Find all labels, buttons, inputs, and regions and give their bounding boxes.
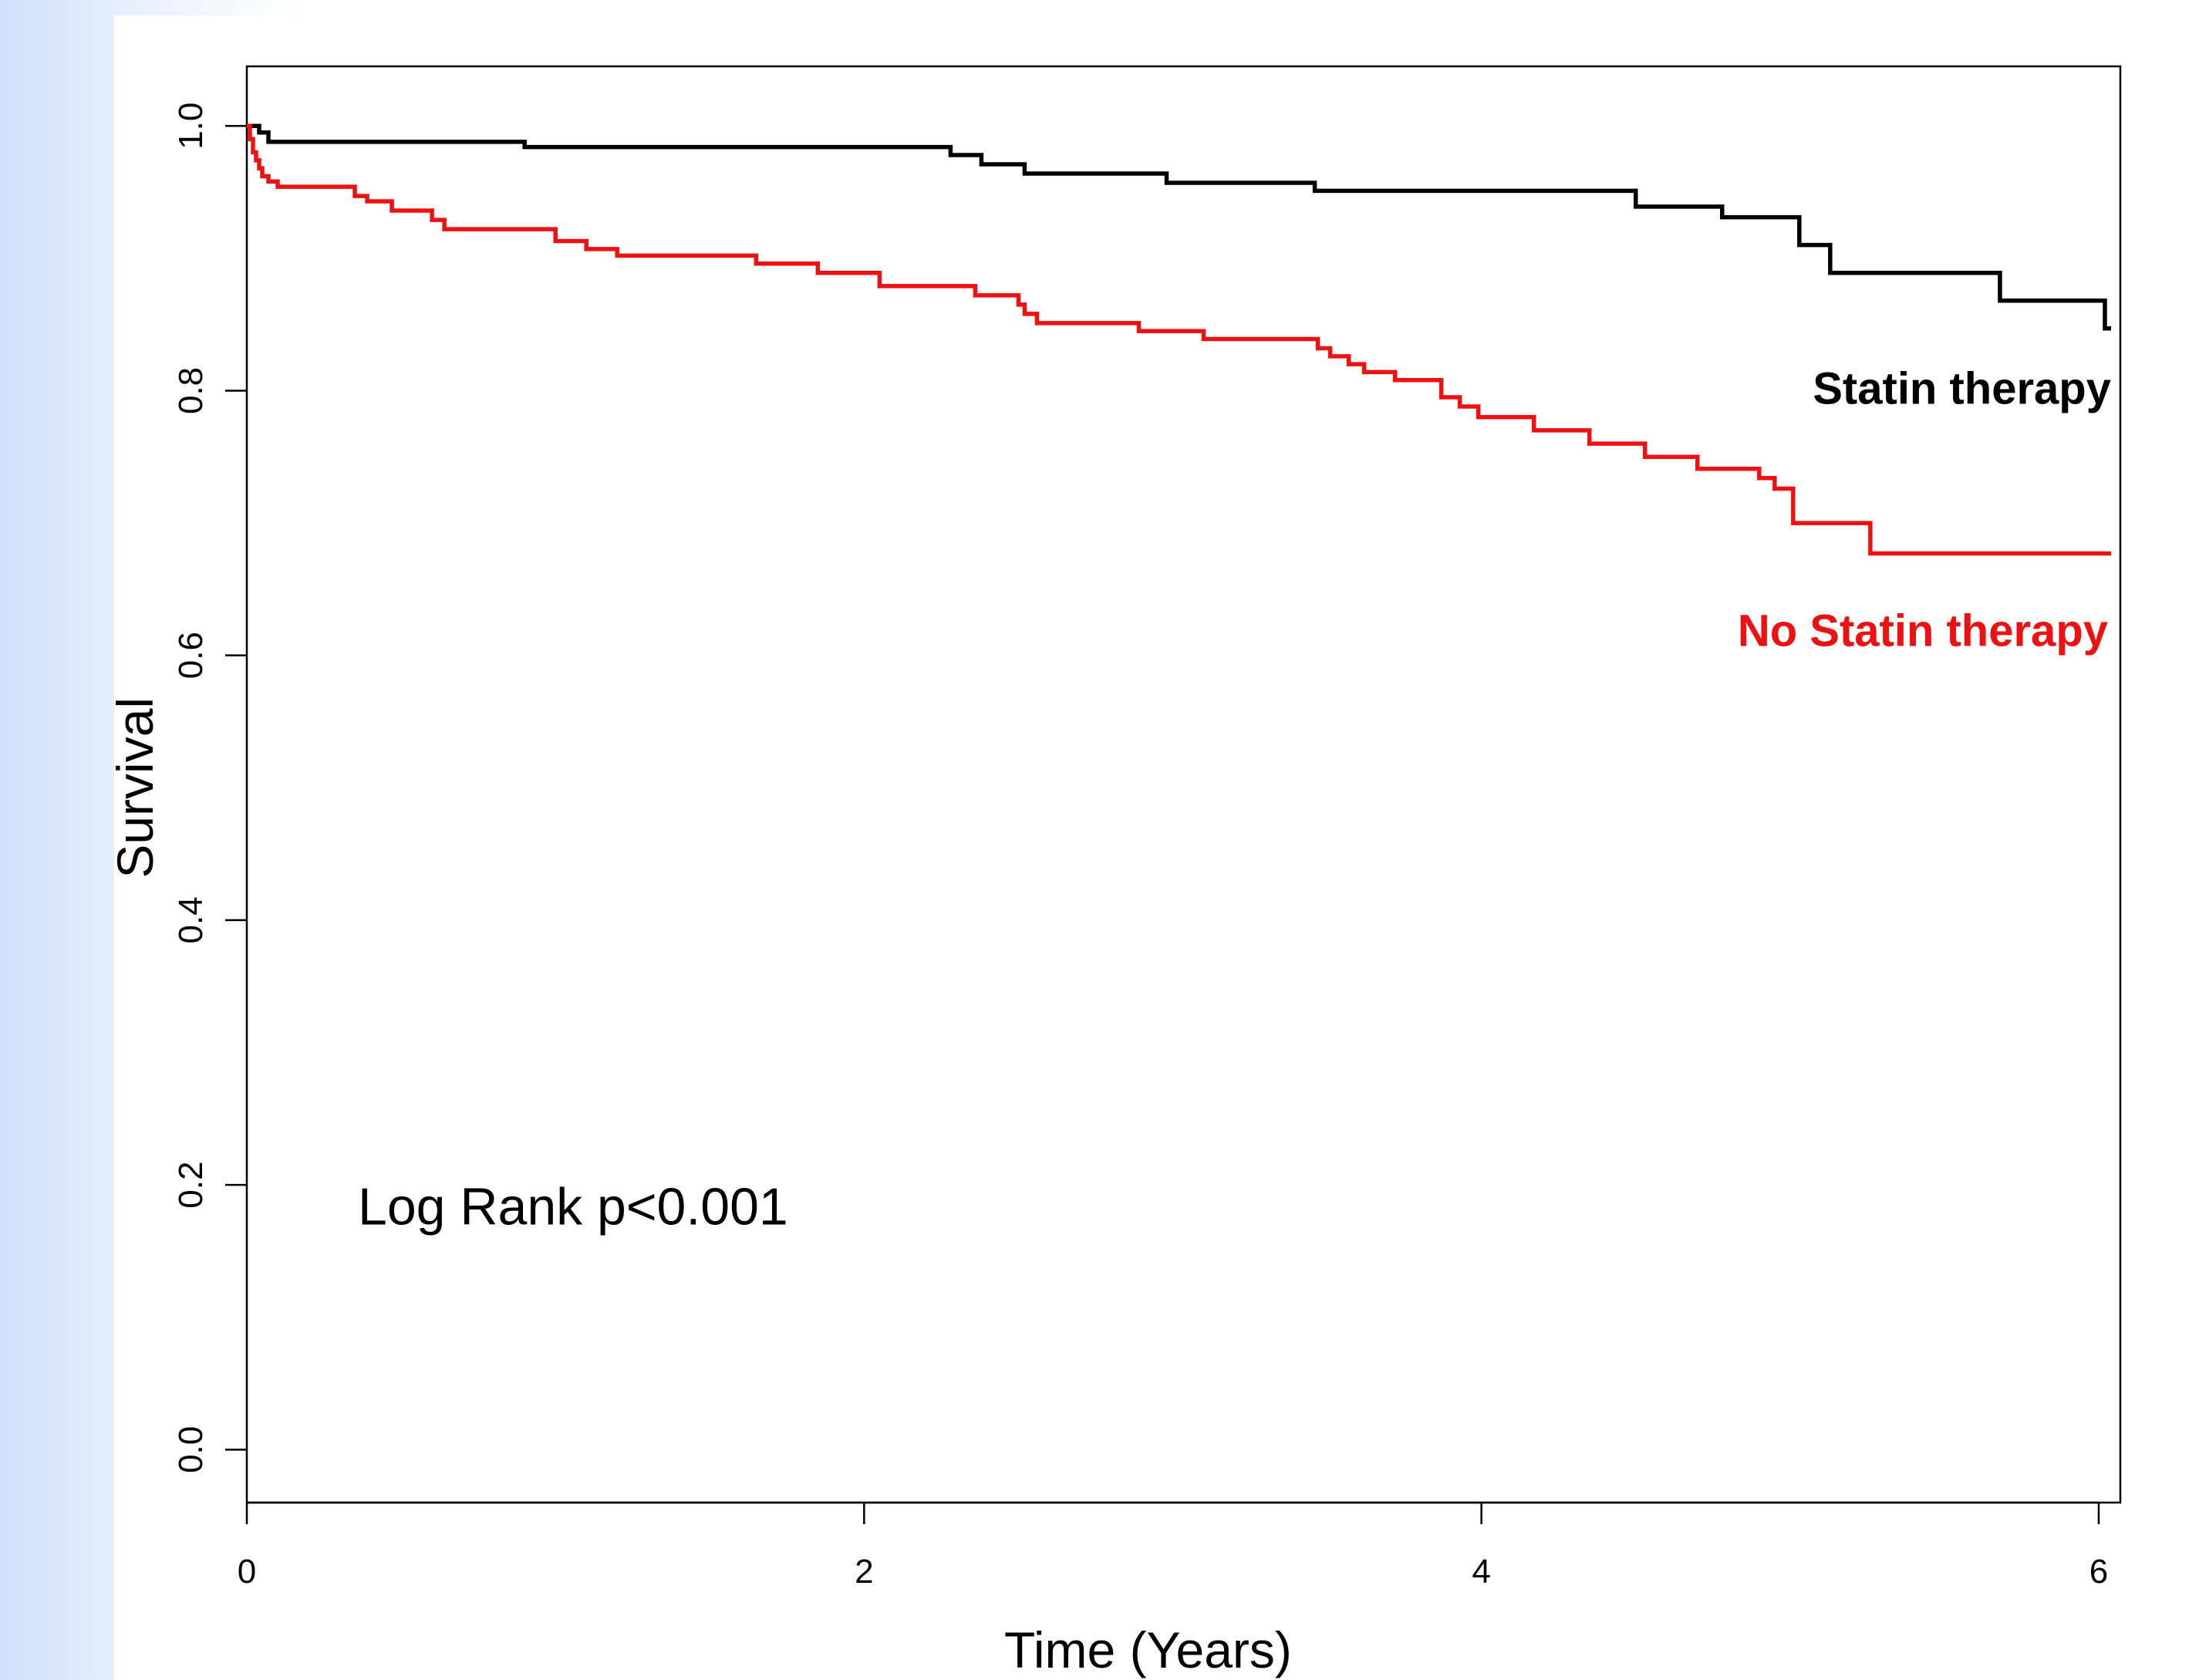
curve-statin-therapy [247, 123, 2111, 331]
y-tick-label: 0.4 [172, 896, 210, 943]
y-tick-label: 0.0 [172, 1426, 210, 1473]
x-axis-title: Time (Years) [1004, 1621, 1292, 1678]
x-tick-label: 4 [1472, 1553, 1490, 1591]
y-tick-label: 0.8 [172, 367, 210, 414]
plot-frame [245, 65, 2122, 1504]
x-tick-label: 0 [238, 1553, 256, 1591]
series-layer [247, 123, 2111, 556]
curve-no-statin-therapy [247, 123, 2111, 556]
log-rank-annotation: Log Rank p<0.001 [358, 1178, 788, 1236]
y-tick-label: 0.2 [172, 1162, 210, 1209]
x-tick-label: 6 [2089, 1553, 2108, 1591]
series-label-statin-therapy: Statin therapy [1813, 364, 2111, 414]
survival-chart: 0 2 4 60.00.20.40.60.81.0 Log Rank p<0.001 … [114, 65, 2122, 1678]
series-label-no-statin-therapy: No Statin therapy [1738, 606, 2108, 656]
y-tick-label: 1.0 [172, 103, 210, 150]
x-tick-label: 2 [855, 1553, 873, 1591]
chart-panel: 0 2 4 6 0.0 0.2 0.4 0.6 0.8 1.0 Log Rank p<0.001 … [114, 15, 2199, 1680]
axes: 0 2 4 6 0.0 0.2 0.4 0.6 0.8 1.0 [172, 65, 2122, 1591]
y-tick-label: 0.6 [172, 632, 210, 679]
y-axis-title: Survival [114, 697, 164, 879]
